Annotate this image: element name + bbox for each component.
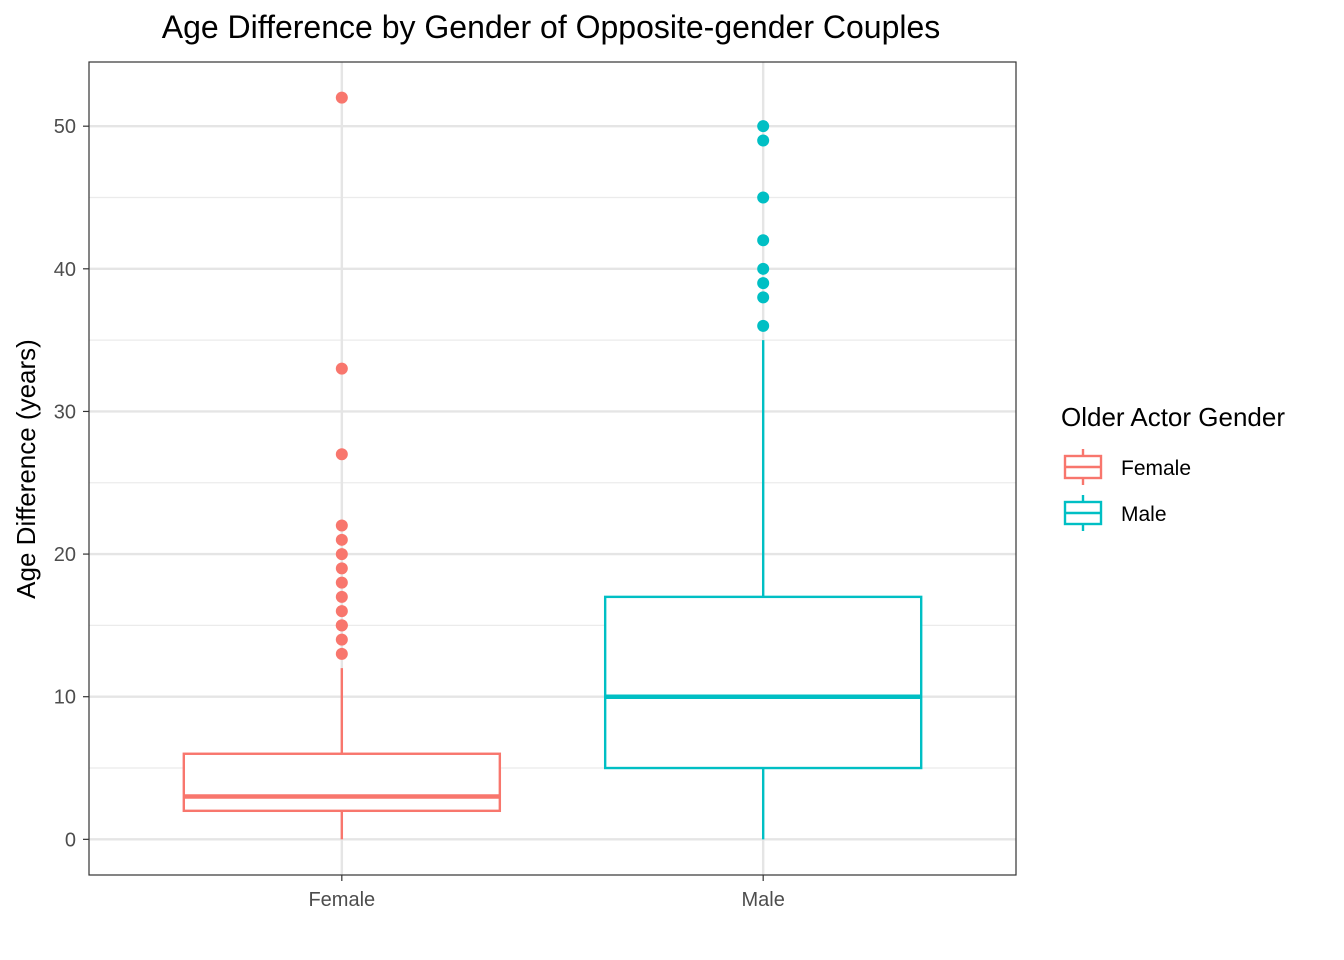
x-tick-label: Female — [308, 889, 375, 911]
iqr-box — [182, 752, 502, 813]
outlier-point — [757, 134, 770, 147]
y-tick-label: 0 — [65, 829, 76, 851]
outlier-point — [335, 91, 348, 104]
outlier-point — [757, 234, 770, 247]
outlier-point — [335, 605, 348, 618]
outlier-point — [335, 562, 348, 575]
chart-title: Age Difference by Gender of Opposite-gen… — [162, 9, 941, 45]
outlier-point — [757, 277, 770, 290]
y-axis-title: Age Difference (years) — [11, 339, 41, 599]
outlier-point — [757, 120, 770, 133]
y-tick-label: 50 — [54, 116, 76, 138]
legend-title: Older Actor Gender — [1061, 402, 1285, 432]
y-tick-label: 40 — [54, 259, 76, 281]
legend-item-female: Female — [1063, 449, 1191, 485]
outlier-point — [757, 191, 770, 204]
outlier-point — [335, 519, 348, 532]
box-male — [603, 120, 923, 840]
iqr-box — [603, 595, 923, 770]
outlier-point — [335, 590, 348, 603]
outlier-point — [335, 448, 348, 461]
box-female — [182, 91, 502, 840]
outlier-point — [335, 647, 348, 660]
x-tick-label: Male — [742, 889, 785, 911]
outlier-point — [335, 548, 348, 561]
legend: Female Male — [1063, 449, 1191, 531]
y-tick-label: 10 — [54, 687, 76, 709]
outlier-point — [335, 533, 348, 546]
outlier-point — [335, 619, 348, 632]
legend-item-male: Male — [1063, 495, 1167, 531]
y-tick-label: 20 — [54, 544, 76, 566]
plot-area: 0 10 20 30 40 50 Female Male — [54, 61, 1017, 911]
outlier-point — [757, 262, 770, 275]
panel-border — [88, 61, 1017, 876]
y-tick-label: 30 — [54, 401, 76, 423]
legend-label: Female — [1121, 457, 1191, 480]
outlier-point — [335, 576, 348, 589]
outlier-point — [757, 291, 770, 304]
legend-label: Male — [1121, 503, 1167, 526]
outlier-point — [757, 319, 770, 332]
outlier-point — [335, 633, 348, 646]
outlier-point — [335, 362, 348, 375]
